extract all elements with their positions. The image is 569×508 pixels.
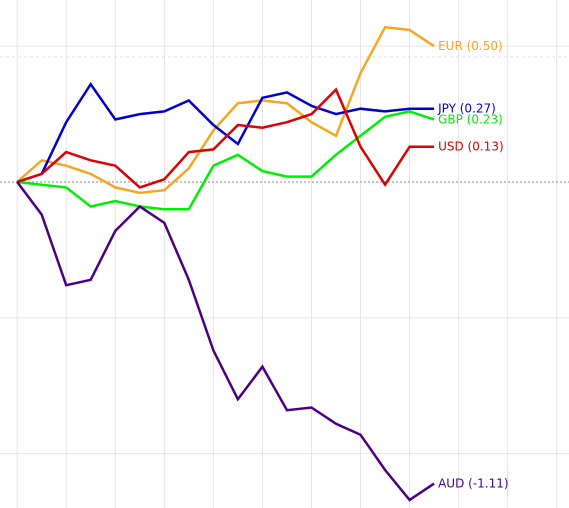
series-label-gbp: GBP (0.23) bbox=[438, 113, 503, 127]
series-label-usd: USD (0.13) bbox=[438, 140, 504, 154]
series-line-jpy bbox=[16, 81, 435, 184]
series-line-usd bbox=[16, 87, 435, 189]
series-line-gbp bbox=[17, 110, 435, 211]
series-end-labels: EUR (0.50) JPY (0.27)GBP (0.23) USD (0.13)… bbox=[437, 39, 508, 490]
series-lines bbox=[16, 25, 435, 502]
series-label-eur: EUR (0.50) bbox=[438, 39, 503, 53]
series-label-jpy: JPY (0.27) bbox=[437, 102, 496, 116]
series-line-eur bbox=[16, 25, 435, 195]
series-line-aud bbox=[16, 181, 435, 502]
series-label-aud: AUD (-1.11) bbox=[438, 477, 508, 491]
reference-lines bbox=[0, 56, 569, 183]
